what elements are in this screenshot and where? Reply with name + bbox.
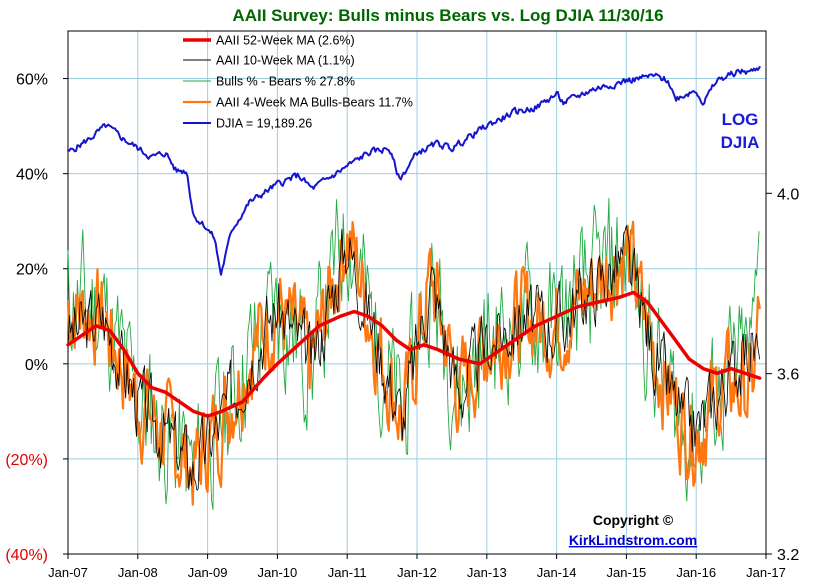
legend-label: AAII 10-Week MA (1.1%) [216, 54, 355, 68]
chart-title: AAII Survey: Bulls minus Bears vs. Log D… [232, 6, 663, 25]
series-line-3 [66, 220, 761, 506]
x-tick-label: Jan-14 [537, 565, 577, 580]
right-axis-label-line2: DJIA [721, 133, 760, 152]
x-tick-label: Jan-08 [118, 565, 158, 580]
x-tick-label: Jan-15 [607, 565, 647, 580]
copyright-text: Copyright © [593, 512, 674, 528]
right-axis-label-line1: LOG [722, 110, 759, 129]
x-tick-label: Jan-11 [328, 565, 367, 580]
right-tick-label: 3.6 [777, 367, 799, 384]
series-line-4 [67, 66, 761, 276]
series-line-0 [66, 290, 762, 418]
copyright-link[interactable]: KirkLindstrom.com [569, 532, 697, 548]
left-tick-label: 0% [25, 357, 48, 374]
left-tick-label: 20% [16, 262, 48, 279]
right-axis: 4.0 3.6 3.2 [766, 186, 799, 564]
legend-label: DJIA = 19,189.26 [216, 117, 312, 131]
series-line-1 [67, 225, 761, 491]
series-layer [66, 66, 762, 511]
left-tick-label: (20%) [5, 452, 48, 469]
x-tick-label: Jan-07 [48, 565, 88, 580]
right-tick-label: 3.2 [777, 547, 799, 564]
x-tick-label: Jan-16 [676, 565, 716, 580]
x-tick-label: Jan-10 [258, 565, 298, 580]
right-tick-label: 4.0 [777, 186, 799, 203]
x-tick-label: Jan-13 [467, 565, 507, 580]
legend: AAII 52-Week MA (2.6%) AAII 10-Week MA (1… [183, 34, 413, 131]
legend-label: Bulls % - Bears % 27.8% [216, 75, 355, 89]
left-tick-label: (40%) [5, 547, 48, 564]
left-axis: 60% 40% 20% 0% (20%) (40%) [5, 72, 68, 564]
left-tick-label: 40% [16, 167, 48, 184]
x-tick-label: Jan-09 [188, 565, 228, 580]
legend-label: AAII 4-Week MA Bulls-Bears 11.7% [216, 96, 413, 110]
left-tick-label: 60% [16, 72, 48, 89]
legend-label: AAII 52-Week MA (2.6%) [216, 34, 355, 48]
x-tick-label: Jan-17 [746, 565, 786, 580]
x-tick-label: Jan-12 [397, 565, 437, 580]
x-axis: Jan-07 Jan-08 Jan-09 Jan-10 Jan-11 Jan-12 Jan-… [48, 554, 786, 580]
